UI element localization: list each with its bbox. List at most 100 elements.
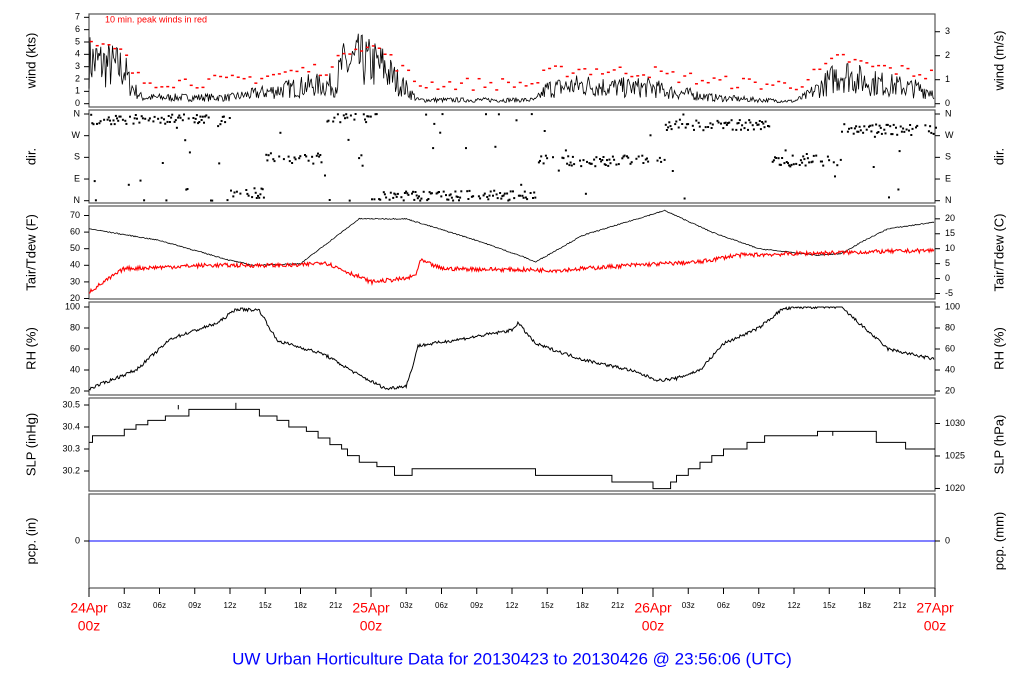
wind-dir-point — [433, 122, 436, 125]
wind-dir-point — [188, 151, 191, 154]
wind-dir-point — [179, 116, 182, 119]
wind-dir-point — [389, 191, 392, 194]
wind-dir-point — [540, 155, 543, 158]
wind-dir-point — [629, 162, 632, 165]
wind-dir-point — [667, 126, 670, 129]
wind-dir-point — [347, 138, 350, 141]
dir-ytick-right: W — [945, 130, 954, 140]
wind-dir-point — [396, 192, 399, 195]
wind-dir-point — [317, 152, 319, 155]
pcp-in-ytick: 0 — [75, 535, 80, 545]
wind-dir-point — [287, 155, 290, 158]
wind-dir-point — [876, 131, 879, 134]
wind-dir-point — [112, 119, 115, 122]
wind-dir-point — [509, 190, 512, 193]
wind-dir-point — [496, 197, 499, 200]
day-time-label: 00z — [924, 618, 947, 634]
wind-dir-point — [747, 128, 749, 131]
wind-dir-point — [539, 159, 541, 162]
wind-dir-point — [602, 156, 605, 158]
wind-dir-point — [892, 123, 895, 126]
wind-dir-point — [582, 159, 585, 162]
wind-dir-point — [344, 117, 346, 120]
wind-dir-point — [646, 157, 648, 160]
wind-dir-point — [671, 170, 674, 172]
wind-dir-point — [361, 164, 364, 167]
wind-dir-point — [529, 192, 532, 194]
wind-dir-point — [164, 122, 167, 125]
wind-dir-point — [878, 124, 881, 127]
wind-dir-point — [728, 121, 731, 124]
wind-dir-point — [532, 197, 534, 199]
wind-dir-point — [821, 160, 823, 163]
wind-dir-point — [627, 156, 630, 159]
wind-dir-point — [886, 123, 889, 126]
wind-dir-point — [148, 117, 151, 120]
wind-dir-point — [194, 117, 197, 120]
x-tick-label: 21z — [893, 601, 906, 610]
wind-dir-point — [828, 159, 831, 162]
wind-dir-point — [144, 117, 147, 120]
wind-dir-point — [452, 199, 455, 202]
wind-dir-point — [856, 130, 859, 133]
wind-dir-point — [637, 155, 640, 158]
wind-dir-point — [872, 166, 875, 168]
wind-dir-point — [517, 194, 520, 197]
wind-dir-point — [161, 162, 164, 164]
wind-dir-point — [784, 149, 787, 152]
wind-dir-point — [90, 113, 93, 116]
wind-dir-point — [506, 192, 509, 195]
panel-frame-temperature — [88, 205, 936, 300]
wind-dir-point — [217, 125, 220, 128]
wind-dir-point — [171, 113, 174, 116]
wind-dir-point — [542, 162, 545, 165]
wind-dir-point — [382, 191, 385, 194]
wind-dir-point — [485, 113, 487, 116]
peak-wind-legend: 10 min. peak winds in red — [105, 14, 207, 24]
wind-dir-point — [520, 183, 523, 186]
wind-dir-point — [604, 164, 607, 166]
wind-dir-point — [822, 164, 825, 167]
wind-dir-point — [783, 162, 786, 165]
slp-hpa-ytick: 1020 — [945, 483, 965, 493]
wind-dir-point — [748, 119, 751, 122]
wind-dir-point — [865, 128, 868, 131]
wind-dir-point — [731, 128, 734, 131]
wind-ytick: 7 — [75, 12, 80, 22]
wind-dir-point — [758, 120, 761, 122]
wind-dir-point — [185, 188, 188, 191]
wind-dir-point — [192, 117, 195, 119]
wind-dir-point — [332, 120, 335, 123]
x-tick-label: 09z — [188, 601, 201, 610]
x-tick-label: 09z — [470, 601, 483, 610]
rh-ytick: 60 — [70, 343, 80, 353]
wind-dir-point — [288, 160, 291, 163]
wind-dir-point — [152, 120, 155, 123]
wind-dir-point — [117, 119, 120, 122]
wind-dir-point — [862, 131, 865, 134]
wind-dir-point — [254, 191, 257, 194]
wind-dir-point — [552, 156, 554, 159]
wind-dir-point — [562, 157, 565, 160]
wind-dir-point — [127, 183, 130, 186]
wind-dir-point — [147, 119, 150, 122]
wind-dir-point — [226, 199, 229, 202]
wind-dir-point — [124, 119, 127, 122]
rh-ytick-right: 60 — [945, 343, 955, 353]
wind-dir-point — [868, 125, 870, 128]
wind-dir-point — [508, 198, 511, 201]
wind-dir-point — [199, 115, 202, 118]
wind-dir-point — [740, 128, 742, 131]
wind-dir-point — [488, 194, 491, 197]
wind-dir-point — [345, 113, 348, 116]
x-tick-label: 06z — [435, 601, 448, 610]
wind-dir-point — [644, 158, 647, 161]
dir-ytick-right: N — [945, 108, 952, 118]
wind-dir-point — [245, 189, 248, 191]
wind-dir-point — [121, 118, 124, 121]
wind-dir-point — [412, 190, 415, 193]
wind-dir-point — [383, 193, 386, 196]
wind-dir-point — [622, 155, 625, 158]
wind-dir-point — [439, 131, 442, 134]
wind-dir-point — [580, 165, 583, 168]
